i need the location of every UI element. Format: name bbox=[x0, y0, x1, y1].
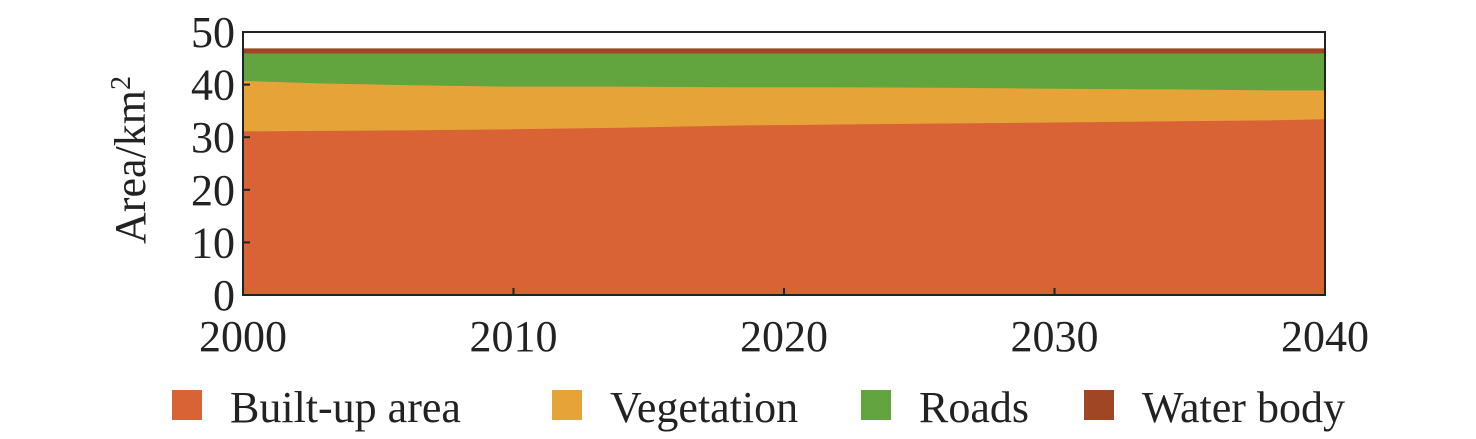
area-series-water-body bbox=[242, 48, 1326, 54]
x-tick-label: 2040 bbox=[1281, 312, 1369, 361]
y-tick-label: 0 bbox=[213, 271, 235, 320]
y-axis-title-superscript: 2 bbox=[106, 76, 137, 90]
legend-item-water-body: Water body bbox=[1084, 383, 1345, 432]
area-series-built-up-area bbox=[242, 118, 1326, 296]
area-series-roads bbox=[242, 52, 1326, 91]
legend-label: Water body bbox=[1142, 383, 1345, 432]
x-tick-label: 2000 bbox=[199, 312, 287, 361]
y-tick-label: 40 bbox=[191, 61, 235, 110]
legend-item-vegetation: Vegetation bbox=[552, 383, 798, 432]
legend-item-built-up-area: Built-up area bbox=[172, 383, 461, 432]
x-axis: 2000 2010 2020 2030 2040 bbox=[199, 288, 1369, 361]
y-tick-label: 20 bbox=[191, 166, 235, 215]
legend-label: Vegetation bbox=[610, 383, 798, 432]
legend-label: Roads bbox=[919, 383, 1029, 432]
y-tick-label: 30 bbox=[191, 113, 235, 162]
legend-swatch bbox=[172, 390, 202, 420]
plot-area bbox=[242, 48, 1326, 296]
x-tick-label: 2020 bbox=[740, 312, 828, 361]
legend-swatch bbox=[861, 390, 891, 420]
legend-swatch bbox=[1084, 390, 1114, 420]
y-axis-title-text: Area/km bbox=[106, 90, 155, 244]
x-tick-label: 2010 bbox=[470, 312, 558, 361]
legend-label: Built-up area bbox=[230, 383, 461, 432]
y-axis-title: Area/km2 bbox=[106, 76, 156, 244]
legend: Built-up area Vegetation Roads Water body bbox=[172, 383, 1345, 432]
y-tick-label: 50 bbox=[191, 8, 235, 57]
y-tick-label: 10 bbox=[191, 218, 235, 267]
legend-swatch bbox=[552, 390, 582, 420]
x-tick-label: 2030 bbox=[1011, 312, 1099, 361]
legend-item-roads: Roads bbox=[861, 383, 1029, 432]
